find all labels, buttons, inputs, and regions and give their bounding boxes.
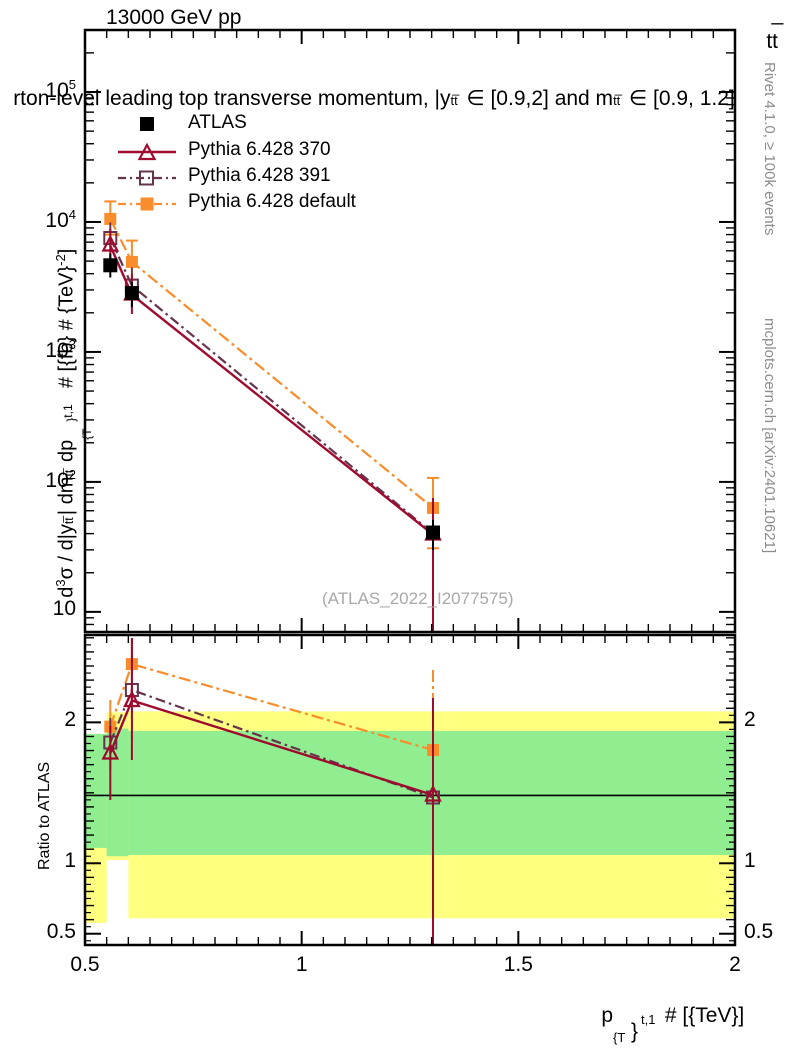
legend-markers bbox=[118, 117, 176, 211]
legend-label-pythia-370: Pythia 6.428 370 bbox=[188, 139, 331, 160]
main-plot-frame bbox=[83, 28, 737, 634]
series-pythia-370-ratio bbox=[101, 638, 442, 945]
title-sup-b: tt̅ bbox=[613, 93, 621, 108]
main-y-tick-label: 105 bbox=[45, 77, 76, 102]
ratio-y-tick-label-right: 2 bbox=[744, 708, 756, 732]
ratio-y-tick-label-right: 0.5 bbox=[744, 919, 774, 943]
analysis-id-watermark: (ATLAS_2022_I2077575) bbox=[322, 589, 514, 608]
plot-root: 13000 GeV pp t̅t rton-level leading top … bbox=[0, 6, 778, 1045]
x-tick-label: 1.5 bbox=[503, 953, 533, 976]
main-y-tick-label: 104 bbox=[45, 206, 76, 232]
legend-label-pythia-default: Pythia 6.428 default bbox=[188, 191, 356, 212]
series-pythia-391-main bbox=[103, 222, 440, 580]
ratio-y-tick-label-left: 0.5 bbox=[46, 919, 76, 943]
x-tick-label: 0.5 bbox=[70, 953, 100, 976]
page-title: rton-level leading top transverse moment… bbox=[0, 62, 735, 135]
x-tick-label: 1 bbox=[295, 953, 308, 976]
series-atlas-main bbox=[103, 253, 440, 550]
series-pythia-370-main bbox=[101, 229, 442, 632]
legend-label-pythia-391: Pythia 6.428 391 bbox=[188, 165, 331, 186]
main-y-tick-label: 10 bbox=[52, 596, 76, 620]
process-label: t̅t bbox=[766, 30, 778, 53]
title-text-a: rton-level leading top transverse moment… bbox=[13, 87, 451, 110]
title-sup-a: tt̅ bbox=[450, 93, 458, 108]
beam-energy-label: 13000 GeV pp bbox=[106, 6, 242, 29]
title-text-b: ∈ [0.9,2] and m bbox=[460, 87, 614, 110]
ratio-y-tick-label-left: 2 bbox=[64, 708, 76, 732]
ratio-y-tick-label-right: 1 bbox=[744, 849, 756, 873]
axis-ticks bbox=[84, 29, 736, 945]
plot-canvas bbox=[83, 28, 737, 947]
x-tick-label: 2 bbox=[729, 953, 741, 976]
main-y-tick-label: 102 bbox=[45, 466, 76, 492]
band-inner-green bbox=[85, 728, 735, 857]
ratio-y-tick-label-left: 1 bbox=[64, 849, 76, 873]
legend-label-atlas: ATLAS bbox=[188, 112, 247, 133]
main-y-tick-label: 103 bbox=[45, 336, 76, 362]
